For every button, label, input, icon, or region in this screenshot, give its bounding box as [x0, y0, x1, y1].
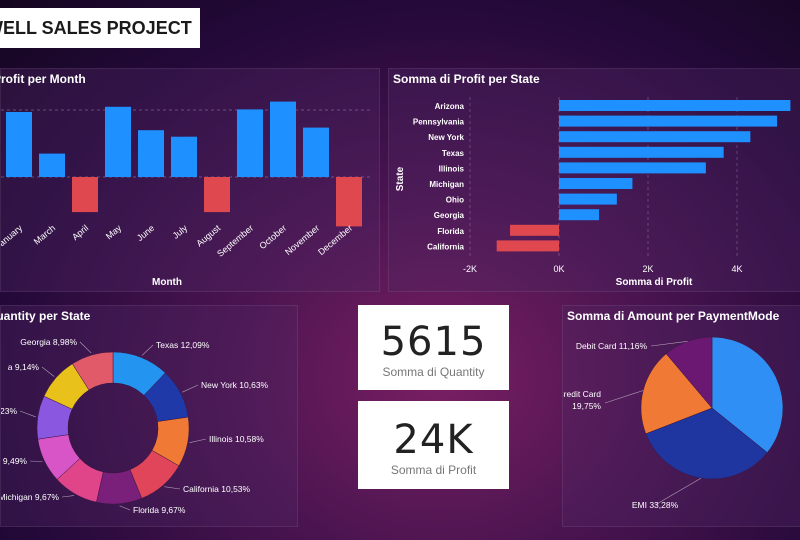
month-tick-january: January	[1, 223, 25, 252]
donut-label-california: California 10,53%	[183, 484, 251, 494]
state-label-california: California	[427, 242, 464, 251]
bar-may	[105, 106, 131, 177]
pie-slice-credit-card	[640, 353, 713, 435]
bar-august	[204, 177, 230, 213]
donut-label-slice-7: 23%	[1, 406, 17, 416]
quantity-per-state-chart: Texas 12,09% New York 10,63% Illinois 10,5…	[1, 337, 269, 515]
donut-leader-line	[79, 341, 92, 354]
state-label-ohio: Ohio	[446, 196, 464, 205]
month-tick-august: August	[194, 223, 222, 249]
bar-ohio	[559, 193, 617, 205]
donut-leader-line	[61, 495, 75, 498]
state-x-tick: 4K	[731, 264, 742, 274]
state-label-arizona: Arizona	[435, 102, 465, 111]
pie-slice-slice-0	[711, 336, 784, 453]
month-tick-october: October	[257, 223, 288, 251]
profit-per-month-title: Profit per Month	[0, 72, 86, 86]
state-label-pennsylvania: Pennsylvania	[413, 118, 465, 127]
bar-arizona	[559, 100, 791, 111]
pie-leader-line	[650, 341, 688, 347]
payment-mode-title: Somma di Amount per PaymentMode	[567, 309, 780, 323]
month-tick-june: June	[135, 223, 156, 243]
bar-september	[237, 109, 263, 177]
quantity-per-state-title: Quantity per State	[0, 309, 91, 323]
month-tick-march: March	[32, 223, 58, 247]
state-x-axis-label: Somma di Profit	[616, 277, 693, 288]
state-x-tick: 0K	[553, 264, 564, 274]
bar-march	[39, 153, 65, 177]
donut-label-slice-8: a 9,14%	[8, 362, 40, 372]
kpi-quantity-label: Somma di Quantity	[382, 365, 485, 379]
bar-october	[270, 101, 296, 177]
month-tick-september: September	[215, 223, 255, 259]
profit-per-month-chart: January March April May June July AugustSeptem…	[1, 101, 373, 288]
month-tick-may: May	[104, 223, 124, 242]
month-tick-april: April	[70, 223, 90, 242]
bar-california	[496, 240, 559, 252]
bar-pennsylvania	[559, 115, 778, 127]
profit-per-state-title: Somma di Profit per State	[393, 72, 540, 86]
state-y-axis-label: State	[395, 166, 406, 191]
dashboard-title-box: WELL SALES PROJECT	[0, 8, 200, 48]
profit-per-state-chart: -2K 0K 2K 4K Arizona Pennsylvania New York Texa…	[395, 97, 791, 288]
payment-mode-panel: Somma di Amount per PaymentMode EMI 33,2…	[562, 305, 800, 527]
state-label-illinois: Illinois	[439, 164, 465, 173]
donut-label-illinois: Illinois 10,58%	[209, 434, 264, 444]
bar-georgia	[559, 209, 600, 221]
state-label-florida: Florida	[437, 227, 464, 236]
state-label-michigan: Michigan	[429, 180, 464, 189]
month-tick-november: November	[283, 223, 321, 257]
pie-label-credit-card-pct: 19,75%	[572, 401, 601, 411]
donut-leader-line	[164, 486, 181, 490]
pie-label-debit-card: Debit Card 11,16%	[576, 341, 648, 351]
donut-label-new-york: New York 10,63%	[201, 380, 269, 390]
profit-per-state-panel: Somma di Profit per State -2K 0K 2K 4K Arizo…	[388, 68, 800, 292]
bar-november	[303, 127, 329, 177]
kpi-quantity-value: 5615	[380, 319, 487, 365]
pie-leader-line	[604, 390, 644, 404]
state-label-texas: Texas	[442, 149, 465, 158]
kpi-profit-value: 24K	[393, 417, 474, 463]
bar-florida	[510, 224, 559, 236]
donut-leader-line	[119, 505, 131, 511]
state-x-tick: 2K	[642, 264, 653, 274]
bar-april	[72, 177, 98, 213]
donut-leader-line	[182, 384, 199, 393]
donut-label-slice-6: 9,49%	[3, 456, 28, 466]
donut-label-michigan: Michigan 9,67%	[1, 492, 59, 502]
donut-label-texas: Texas 12,09%	[156, 340, 210, 350]
bar-new-york	[559, 131, 751, 143]
donut-leader-line	[141, 344, 154, 356]
donut-label-georgia: Georgia 8,98%	[20, 337, 77, 347]
pie-leader-line	[654, 477, 702, 506]
pie-label-credit-card-name: Credit Card	[563, 389, 601, 399]
bar-december	[336, 177, 362, 227]
kpi-quantity-card: 5615 Somma di Quantity	[358, 305, 509, 390]
dashboard-title: WELL SALES PROJECT	[0, 18, 192, 38]
month-x-axis-label: Month	[152, 277, 182, 288]
state-label-new-york: New York	[428, 133, 464, 142]
bar-june	[138, 130, 164, 177]
donut-leader-line	[19, 410, 36, 418]
month-tick-december: December	[316, 223, 354, 257]
bar-michigan	[559, 178, 633, 189]
kpi-profit-card: 24K Somma di Profit	[358, 401, 509, 489]
state-label-georgia: Georgia	[434, 211, 465, 220]
profit-per-month-panel: Profit per Month January March April May Jun…	[0, 68, 380, 292]
donut-leader-line	[29, 460, 43, 462]
month-tick-july: July	[171, 223, 190, 241]
donut-label-florida: Florida 9,67%	[133, 505, 186, 515]
quantity-per-state-panel: Quantity per State Texas 12,09% New York …	[0, 305, 298, 527]
donut-leader-line	[189, 438, 207, 443]
bar-july	[171, 136, 197, 177]
donut-leader-line	[41, 366, 55, 377]
bar-texas	[559, 146, 724, 158]
bar-illinois	[559, 162, 706, 174]
donut-slice-georgia	[72, 351, 114, 391]
state-x-tick: -2K	[463, 264, 477, 274]
bar-january	[6, 112, 32, 177]
kpi-profit-label: Somma di Profit	[390, 463, 477, 477]
